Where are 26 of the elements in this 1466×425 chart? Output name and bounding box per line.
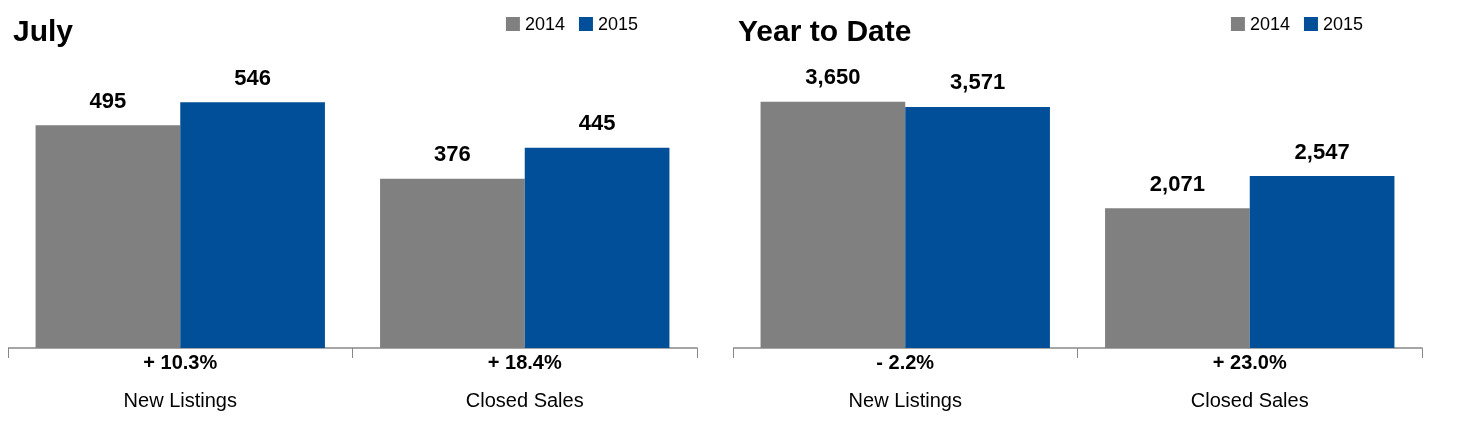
bar — [524, 147, 670, 348]
text: + 18.4% — [487, 351, 562, 373]
data-label: 2,071 — [1149, 170, 1205, 196]
x-tick-label: Closed Sales — [465, 389, 584, 411]
data-label: 376 — [434, 141, 471, 167]
bar — [905, 106, 1050, 348]
bar — [1249, 176, 1395, 348]
text: + 23.0% — [1212, 351, 1287, 373]
chart-title: July — [13, 13, 74, 47]
bar — [180, 102, 325, 348]
chart-title: Year to Date — [738, 13, 912, 47]
data-label: 2,547 — [1294, 138, 1350, 164]
x-tick-label: New Listings — [848, 389, 962, 411]
legend-label: 2014 — [524, 14, 565, 34]
data-label: 445 — [578, 110, 616, 136]
text: - 2.2% — [876, 351, 935, 373]
legend-label: 2015 — [597, 14, 638, 34]
data-label: 546 — [234, 64, 271, 90]
data-label: 3,650 — [805, 64, 861, 90]
legend-label: 2015 — [1322, 14, 1363, 34]
x-tick-label: New Listings — [123, 389, 237, 411]
data-label: 495 — [89, 87, 127, 113]
text: + 10.3% — [143, 351, 218, 373]
x-tick-label: Closed Sales — [1190, 389, 1309, 411]
data-label: 3,571 — [950, 69, 1006, 95]
legend-label: 2014 — [1249, 14, 1290, 34]
